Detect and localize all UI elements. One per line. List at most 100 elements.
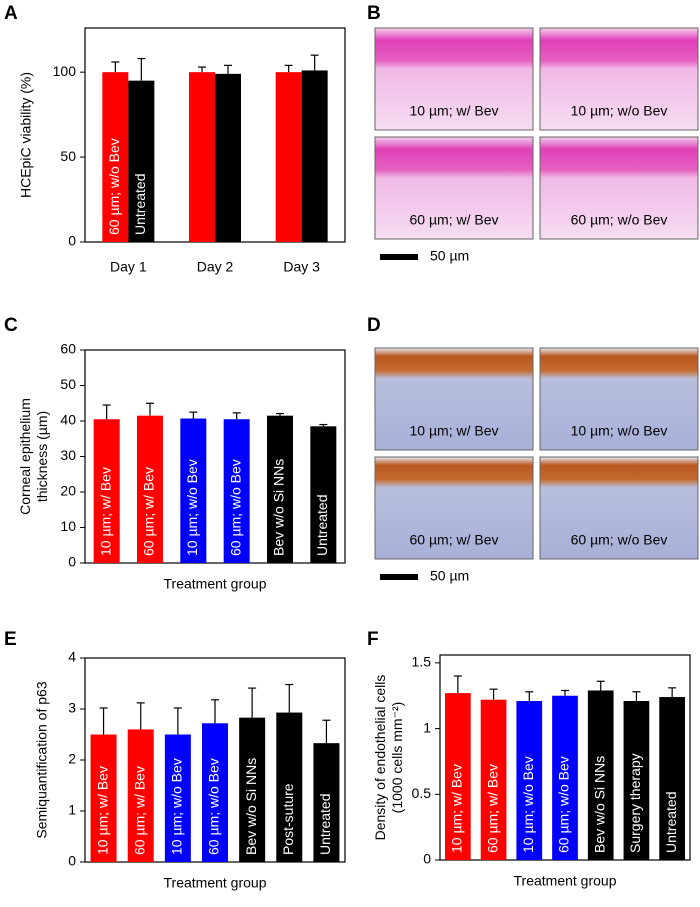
bar	[128, 80, 155, 243]
panel-label: F	[367, 629, 379, 650]
x-axis-label: Treatment group	[164, 576, 267, 592]
bar	[127, 729, 154, 862]
bar	[516, 700, 543, 860]
bar-label: Untreated	[663, 792, 679, 853]
bar	[267, 415, 293, 563]
y-tick-label: 2	[68, 751, 76, 767]
bar-label: Bev w/o Si NNs	[243, 758, 259, 855]
y-axis-label: Corneal epithelium	[17, 398, 33, 515]
y-axis-label: Semiquantification of p63	[34, 681, 50, 838]
bar-label: 60 µm; w/ Bev	[131, 766, 147, 855]
y-tick-label: 1	[68, 802, 76, 818]
bar-label: 10 µm; w/ Bev	[97, 467, 113, 556]
micrograph-label: 60 µm; w/ Bev	[410, 212, 499, 228]
micrograph	[374, 27, 534, 131]
bar	[189, 72, 215, 243]
y-tick-label: 30	[60, 447, 76, 463]
bar	[275, 72, 302, 243]
micrograph	[374, 136, 534, 240]
y-tick-label: 100	[53, 63, 77, 79]
y-tick-label: 1	[423, 719, 431, 735]
bar-label: 60 µm; w/o Bev	[106, 138, 122, 235]
bar	[223, 419, 250, 563]
y-tick-label: 10	[60, 518, 76, 534]
bar	[659, 697, 685, 860]
micrograph	[374, 456, 534, 560]
y-tick-label: 60	[60, 341, 76, 357]
bar-label: 60 µm; w/o Bev	[556, 756, 572, 853]
plot-frame	[84, 349, 346, 564]
y-tick-label: 50	[60, 376, 76, 392]
micrograph-label: 10 µm; w/ Bev	[410, 103, 499, 119]
bar	[480, 699, 507, 860]
y-tick-label: 0	[68, 233, 76, 249]
bar-label: Post-suture	[280, 783, 296, 855]
panel-label: B	[367, 3, 381, 24]
y-tick-label: 0	[68, 853, 76, 869]
bar	[180, 418, 207, 563]
scale-bar	[380, 254, 418, 260]
bar	[276, 712, 303, 862]
micrograph-label: 10 µm; w/o Bev	[571, 423, 668, 439]
y-tick-label: 3	[68, 700, 76, 716]
micrograph-label: 10 µm; w/o Bev	[571, 103, 668, 119]
bar	[552, 695, 578, 860]
bar	[202, 723, 228, 862]
y-axis-label: Density of endothelial cells	[372, 675, 388, 841]
bar	[313, 743, 340, 862]
bar	[90, 734, 117, 862]
bar-label: 10 µm; w/o Bev	[184, 459, 200, 556]
bar	[623, 700, 650, 860]
bar-label: Bev w/o Si NNs	[271, 459, 287, 556]
panel-label: E	[4, 629, 17, 650]
bar	[239, 717, 266, 862]
bar	[310, 426, 337, 563]
bar-label: Untreated	[317, 794, 333, 855]
scale-bar-label: 50 µm	[430, 568, 469, 584]
y-tick-label: 50	[60, 148, 76, 164]
micrograph	[539, 136, 699, 240]
panel-label: D	[367, 315, 381, 336]
bar	[164, 734, 191, 862]
y-tick-label: 20	[60, 483, 76, 499]
x-tick-label: Day 3	[283, 259, 320, 275]
bar-label: 10 µm; w/ Bev	[94, 766, 110, 855]
bar-label: Bev w/o Si NNs	[591, 756, 607, 853]
y-tick-label: 0	[68, 554, 76, 570]
bar-label: 10 µm; w/o Bev	[169, 758, 185, 855]
bar-label: 60 µm; w/ Bev	[141, 467, 157, 556]
bar-label: Untreated	[314, 495, 330, 556]
bar-label: 10 µm; w/o Bev	[520, 756, 536, 853]
panel-label: C	[4, 315, 18, 336]
x-axis-label: Treatment group	[164, 875, 267, 891]
x-axis-label: Treatment group	[514, 873, 617, 889]
scale-bar	[380, 574, 418, 580]
x-tick-label: Day 1	[110, 259, 147, 275]
micrograph-label: 60 µm; w/o Bev	[571, 532, 668, 548]
bar	[93, 419, 120, 563]
bar-label: Surgery therapy	[627, 753, 643, 853]
micrograph	[539, 27, 699, 131]
y-axis-label: (1000 cells mm⁻²)	[389, 702, 405, 814]
micrograph-label: 60 µm; w/o Bev	[571, 212, 668, 228]
micrograph	[539, 456, 699, 560]
bar	[301, 70, 328, 242]
bar-label: 60 µm; w/o Bev	[227, 459, 243, 556]
scale-bar-label: 50 µm	[430, 248, 469, 264]
bar-label: Untreated	[132, 174, 148, 235]
bar-label: 60 µm; w/ Bev	[484, 764, 500, 853]
micrograph-label: 10 µm; w/ Bev	[410, 423, 499, 439]
bar-label: 60 µm; w/o Bev	[206, 758, 222, 855]
y-axis-label: HCEpiC viability (%)	[18, 72, 34, 198]
bar-label: 10 µm; w/ Bev	[449, 764, 465, 853]
micrograph-label: 60 µm; w/ Bev	[410, 532, 499, 548]
x-tick-label: Day 2	[197, 259, 234, 275]
bar	[137, 415, 163, 563]
bar	[215, 73, 241, 242]
bar	[587, 690, 614, 860]
panel-label: A	[4, 3, 18, 24]
bar	[445, 693, 471, 860]
y-tick-label: 4	[68, 649, 76, 665]
micrograph	[539, 347, 699, 451]
